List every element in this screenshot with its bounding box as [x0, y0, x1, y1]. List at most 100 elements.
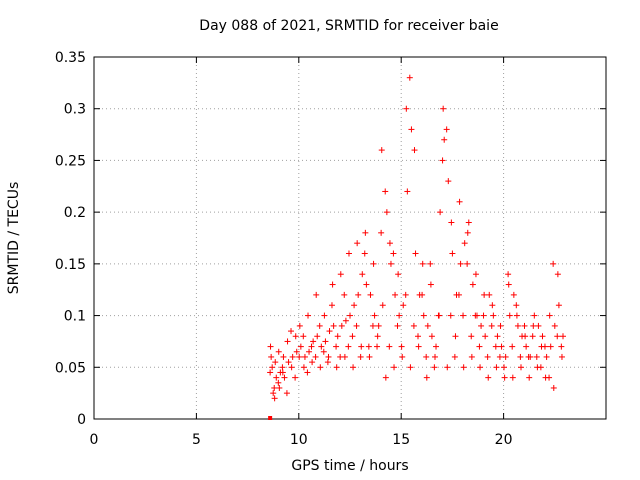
data-point [447, 312, 454, 319]
data-point [292, 374, 299, 381]
data-point [541, 343, 548, 350]
y-tick-label: 0.35 [55, 50, 86, 66]
plot-frame [93, 56, 607, 420]
data-point [431, 353, 438, 360]
data-point [281, 374, 288, 381]
data-point [396, 312, 403, 319]
data-point [555, 302, 562, 309]
data-point [310, 338, 317, 345]
data-point [420, 312, 427, 319]
data-point [419, 260, 426, 267]
data-point [337, 271, 344, 278]
data-point [448, 219, 455, 226]
data-point [390, 250, 397, 257]
data-point [543, 353, 550, 360]
data-point [269, 364, 276, 371]
data-point [424, 322, 431, 329]
data-point [444, 364, 451, 371]
data-point [353, 322, 360, 329]
data-point [439, 157, 446, 164]
data-point [304, 369, 311, 376]
data-point [305, 312, 312, 319]
data-point [546, 312, 553, 319]
data-point [525, 353, 532, 360]
y-tick-label: 0.1 [64, 309, 86, 325]
data-point [355, 291, 362, 298]
data-point [285, 359, 292, 366]
x-tick-label: 5 [192, 432, 201, 448]
data-point [349, 333, 356, 340]
data-point [558, 343, 565, 350]
data-point [535, 322, 542, 329]
data-point [292, 333, 299, 340]
data-point [314, 333, 321, 340]
data-point [443, 126, 450, 133]
data-point [297, 343, 304, 350]
data-point [554, 271, 561, 278]
x-tick-label: 15 [392, 432, 410, 448]
data-point [414, 333, 421, 340]
y-tick-label: 0.05 [55, 360, 86, 376]
data-point [308, 343, 315, 350]
data-point [330, 322, 337, 329]
data-point [415, 343, 422, 350]
data-point [351, 302, 358, 309]
data-point [283, 390, 290, 397]
data-point [361, 250, 368, 257]
data-point [550, 384, 557, 391]
data-point [362, 229, 369, 236]
data-point [337, 353, 344, 360]
data-point [550, 260, 557, 267]
data-point [419, 291, 426, 298]
data-point [461, 240, 468, 247]
data-point [382, 374, 389, 381]
data-point [276, 384, 283, 391]
data-point [477, 364, 484, 371]
data-point [537, 364, 544, 371]
data-point [482, 333, 489, 340]
data-point [551, 322, 558, 329]
data-point [312, 353, 319, 360]
data-point [341, 291, 348, 298]
data-point [347, 312, 353, 319]
data-point [333, 343, 340, 350]
data-point [306, 348, 313, 355]
data-point [270, 390, 277, 397]
data-point [268, 353, 275, 360]
data-point [369, 322, 376, 329]
data-point [493, 364, 500, 371]
data-point [392, 291, 399, 298]
data-point [539, 333, 546, 340]
data-point [440, 105, 447, 112]
data-point [411, 147, 418, 154]
data-point [523, 343, 530, 350]
data-point [472, 271, 479, 278]
data-point [486, 291, 493, 298]
data-point [363, 281, 370, 288]
y-tick-label: 0.3 [64, 102, 86, 118]
data-point [378, 147, 385, 154]
data-point [431, 364, 438, 371]
data-point [412, 250, 419, 257]
data-point [437, 209, 444, 216]
data-point [488, 322, 495, 329]
data-point [490, 312, 497, 319]
data-point [501, 364, 508, 371]
data-point [280, 353, 287, 360]
data-point [345, 343, 352, 350]
data-point [367, 291, 374, 298]
data-point [505, 281, 512, 288]
data-point [529, 333, 536, 340]
data-point [288, 328, 295, 335]
data-point [284, 338, 291, 345]
data-point [498, 343, 505, 350]
data-point [309, 359, 316, 366]
data-point [398, 343, 405, 350]
data-point [391, 364, 398, 371]
grid-lines [94, 57, 606, 419]
data-point [333, 364, 340, 371]
data-point [506, 312, 513, 319]
data-point [492, 343, 499, 350]
data-point [325, 353, 332, 360]
